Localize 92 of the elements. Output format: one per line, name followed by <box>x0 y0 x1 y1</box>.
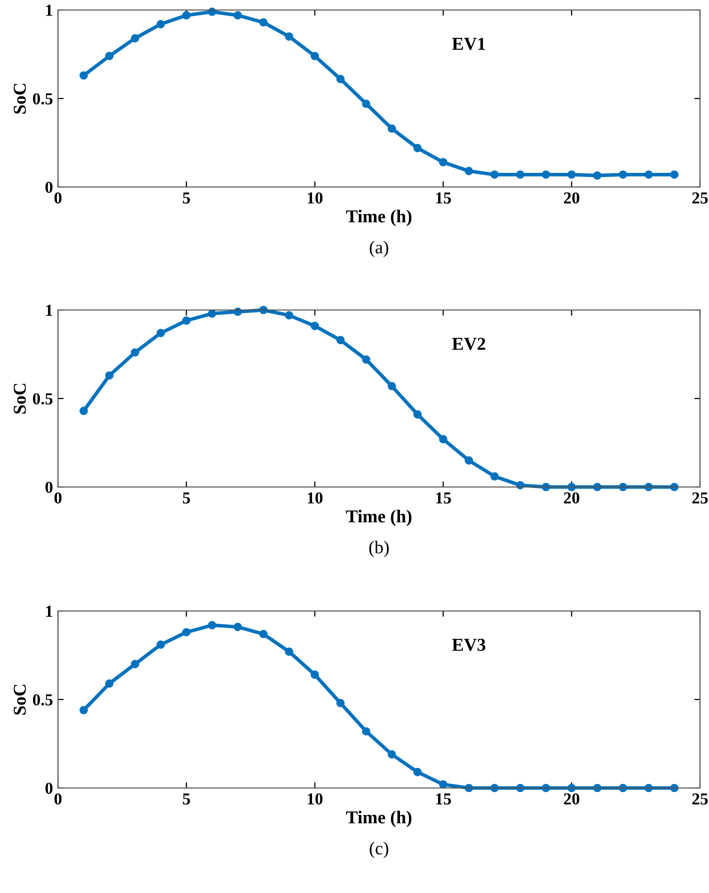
text: (a) <box>370 240 388 258</box>
point <box>234 622 242 632</box>
point <box>284 311 294 320</box>
point <box>156 20 165 28</box>
point <box>182 628 191 636</box>
point <box>362 355 370 364</box>
x-tick-label: 5 <box>182 492 190 504</box>
x-tick-label: 20 <box>564 192 580 204</box>
point <box>310 52 319 60</box>
point <box>336 336 345 344</box>
x-axis-title: Time (h) <box>346 810 412 828</box>
point <box>490 170 499 179</box>
x-tick-label: 20 <box>564 793 580 805</box>
point <box>388 750 396 759</box>
x-axis-title: Time (h) <box>346 510 412 526</box>
point <box>362 100 370 108</box>
point <box>413 768 422 776</box>
y-tick-label: 0 <box>45 782 53 794</box>
point <box>80 406 88 416</box>
x-tick-label: 15 <box>436 192 451 204</box>
x-tick-label: 25 <box>692 492 708 504</box>
point <box>618 170 628 179</box>
point <box>490 472 499 481</box>
point <box>284 648 294 656</box>
point <box>130 34 140 42</box>
point <box>182 11 191 20</box>
point <box>80 706 88 714</box>
y-tick-label: 1 <box>46 304 52 316</box>
point <box>413 410 422 419</box>
x-tick-label: 0 <box>54 492 62 504</box>
y-tick-label: 1 <box>46 4 52 16</box>
x-tick-label: 15 <box>436 793 451 805</box>
point <box>310 322 319 330</box>
point <box>259 18 268 27</box>
y-tick-label: 0.5 <box>32 93 53 105</box>
text: EV3 <box>452 638 486 652</box>
point <box>234 11 242 20</box>
point <box>105 371 114 380</box>
point <box>156 328 165 338</box>
x-tick-label: 10 <box>308 492 322 504</box>
point <box>105 52 114 60</box>
x-tick-label: 10 <box>308 793 322 805</box>
y-tick-label: 0 <box>45 482 53 493</box>
y-axis-title: SoC <box>14 684 26 715</box>
point <box>670 170 678 179</box>
y-tick-label: 0 <box>45 182 53 193</box>
point <box>208 309 216 318</box>
point <box>439 158 448 166</box>
y-tick-label: 0.5 <box>32 694 53 706</box>
x-tick-label: 0 <box>54 793 62 805</box>
point <box>388 124 396 133</box>
text: EV2 <box>452 338 486 350</box>
point <box>284 32 294 41</box>
point <box>336 698 345 708</box>
text: EV1 <box>452 38 485 50</box>
point <box>644 170 653 179</box>
point <box>439 780 448 789</box>
point <box>388 382 396 390</box>
text: (b) <box>369 540 389 558</box>
y-tick-label: 0.5 <box>32 393 53 405</box>
x-tick-label: 15 <box>436 492 451 504</box>
point <box>105 679 114 688</box>
y-axis-title: SoC <box>14 84 26 114</box>
y-axis-title: SoC <box>14 384 26 414</box>
point <box>259 630 268 638</box>
x-tick-label: 25 <box>692 793 708 805</box>
x-tick-label: 10 <box>308 192 322 204</box>
point <box>464 456 474 465</box>
point <box>593 171 602 180</box>
point <box>413 144 422 152</box>
x-tick-label: 25 <box>692 192 708 204</box>
x-tick-label: 0 <box>54 192 62 204</box>
point <box>542 170 550 179</box>
x-tick-label: 5 <box>182 794 190 805</box>
point <box>182 316 191 325</box>
x-tick-label: 20 <box>564 492 580 504</box>
point <box>567 170 576 179</box>
point <box>130 660 140 668</box>
point <box>156 640 165 649</box>
y-tick-label: 1 <box>46 606 52 617</box>
point <box>80 71 88 80</box>
point <box>310 670 319 679</box>
point <box>439 435 448 444</box>
point <box>464 166 474 176</box>
point <box>516 170 524 179</box>
point <box>336 74 345 84</box>
point <box>362 727 370 736</box>
x-tick-label: 5 <box>182 192 190 204</box>
text: (c) <box>370 842 388 858</box>
x-axis-title: Time (h) <box>346 210 412 226</box>
point <box>208 620 216 630</box>
point <box>130 348 140 357</box>
